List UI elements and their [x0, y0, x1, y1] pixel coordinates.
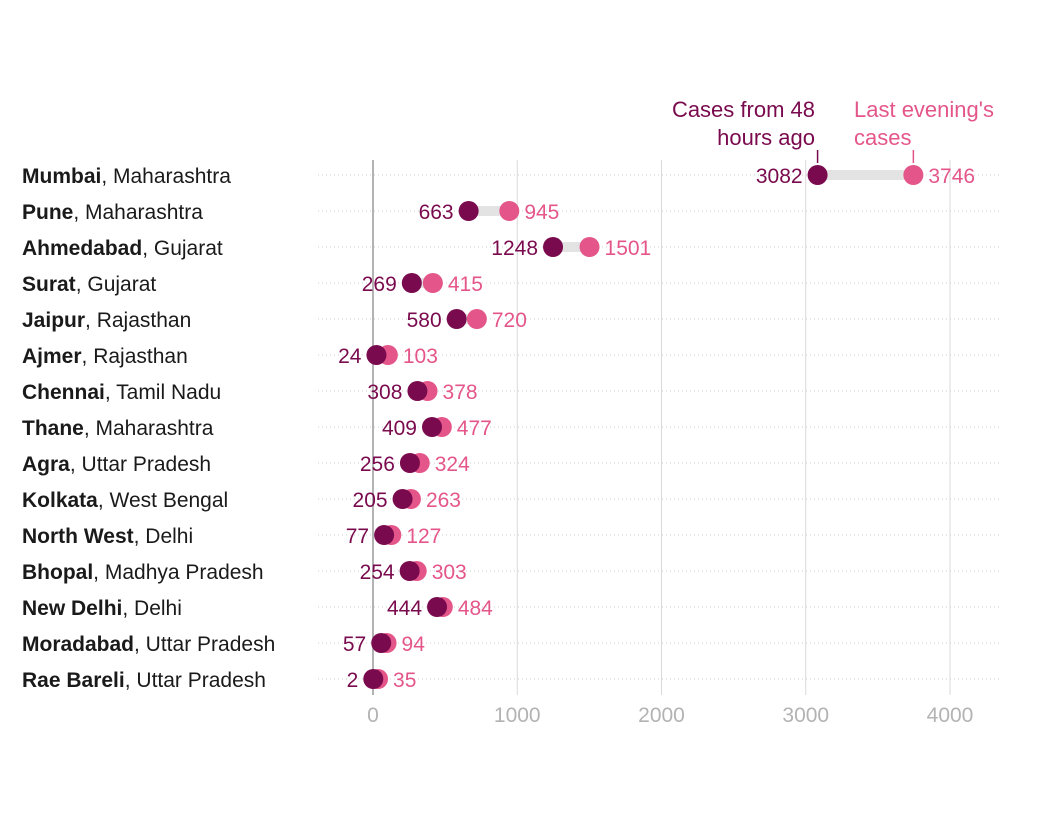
city-label: Surat, Gujarat [22, 273, 156, 296]
value-label-after: 263 [426, 489, 461, 512]
x-tick-label: 4000 [927, 704, 974, 727]
city-label: Moradabad, Uttar Pradesh [22, 633, 275, 656]
city-label: Ahmedabad, Gujarat [22, 237, 223, 260]
city-label: Pune, Maharashtra [22, 201, 203, 224]
legend-older-label-line2: hours ago [717, 125, 815, 150]
x-tick-label: 1000 [494, 704, 541, 727]
point-after [903, 165, 924, 185]
value-label-before: 254 [360, 561, 395, 584]
value-label-before: 269 [362, 273, 397, 296]
point-after [466, 309, 487, 329]
point-before [392, 489, 413, 509]
point-layer [363, 165, 924, 689]
point-before [399, 453, 420, 473]
point-before [421, 417, 442, 437]
legend-layer: Cases from 48 hours ago Last evening's c… [672, 97, 994, 163]
city-label: North West, Delhi [22, 525, 193, 548]
value-label-after: 103 [403, 345, 438, 368]
value-label-after: 35 [393, 669, 416, 692]
value-label-before: 663 [419, 201, 454, 224]
point-before [371, 633, 392, 653]
city-label: Ajmer, Rajasthan [22, 345, 188, 368]
point-before [399, 561, 420, 581]
point-after [422, 273, 443, 293]
point-before [543, 237, 564, 257]
city-label: Chennai, Tamil Nadu [22, 381, 221, 404]
value-label-before: 2 [347, 669, 359, 692]
value-label-before: 256 [360, 453, 395, 476]
point-before [366, 345, 387, 365]
value-label-before: 24 [338, 345, 362, 368]
value-label-before: 580 [407, 309, 442, 332]
value-label-before: 409 [382, 417, 417, 440]
value-label-before: 308 [367, 381, 402, 404]
x-tick-label: 0 [367, 704, 379, 727]
value-label-after: 484 [458, 597, 493, 620]
point-before [363, 669, 384, 689]
value-label-after: 720 [492, 309, 527, 332]
value-label-after: 324 [435, 453, 470, 476]
legend-older-label-line1: Cases from 48 [672, 97, 815, 122]
city-label: Jaipur, Rajasthan [22, 309, 191, 332]
city-label: Kolkata, West Bengal [22, 489, 228, 512]
point-after [579, 237, 600, 257]
city-label: Mumbai, Maharashtra [22, 165, 231, 188]
point-before [458, 201, 479, 221]
legend-newer-label-line2: cases [854, 125, 911, 150]
x-tick-label: 3000 [782, 704, 829, 727]
city-label: Thane, Maharashtra [22, 417, 214, 440]
value-label-after: 127 [406, 525, 441, 548]
value-label-after: 945 [524, 201, 559, 224]
value-label-after: 303 [432, 561, 467, 584]
city-label: New Delhi, Delhi [22, 597, 182, 620]
point-before [407, 381, 428, 401]
value-label-before: 57 [343, 633, 366, 656]
value-label-before: 77 [346, 525, 369, 548]
x-tick-label: 2000 [638, 704, 685, 727]
city-label: Bhopal, Madhya Pradesh [22, 561, 264, 584]
value-label-after: 477 [457, 417, 492, 440]
point-before [446, 309, 467, 329]
value-label-before: 444 [387, 597, 422, 620]
legend-newer-label-line1: Last evening's [854, 97, 994, 122]
point-before [374, 525, 395, 545]
point-before [807, 165, 828, 185]
city-label: Rae Bareli, Uttar Pradesh [22, 669, 266, 692]
value-label-after: 1501 [605, 237, 652, 260]
value-label-after: 3746 [928, 165, 975, 188]
value-label-before: 1248 [491, 237, 538, 260]
value-label-before: 3082 [756, 165, 803, 188]
city-label: Agra, Uttar Pradesh [22, 453, 211, 476]
point-before [427, 597, 448, 617]
point-after [499, 201, 520, 221]
value-label-after: 94 [402, 633, 426, 656]
value-label-after: 378 [443, 381, 478, 404]
value-label-before: 205 [353, 489, 388, 512]
point-before [401, 273, 422, 293]
value-label-after: 415 [448, 273, 483, 296]
